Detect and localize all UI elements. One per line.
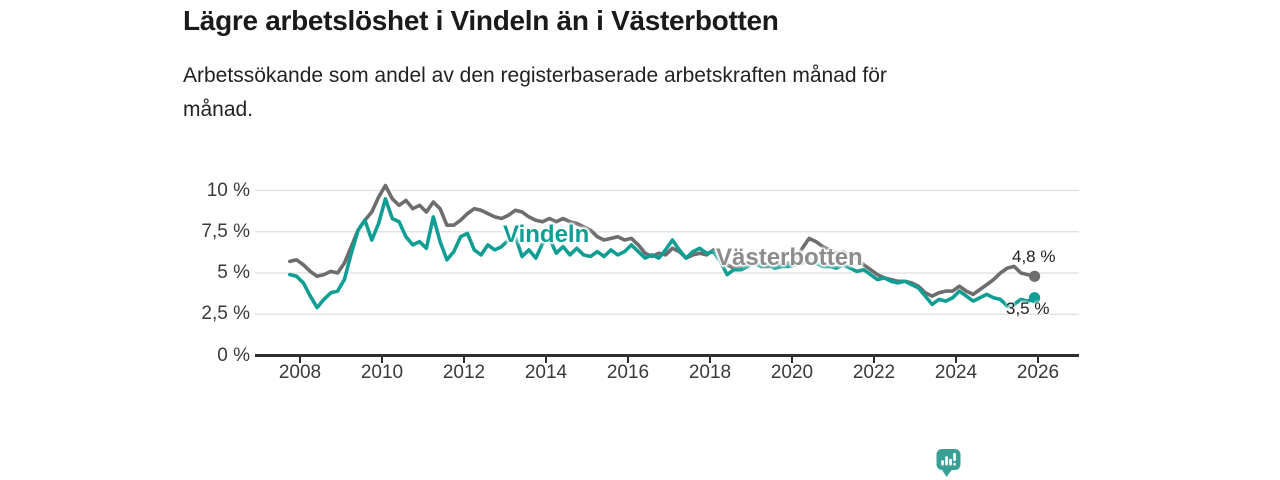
y-tick-label: 0 % bbox=[217, 344, 250, 366]
y-tick-label: 2,5 % bbox=[201, 303, 250, 325]
vindeln-line bbox=[287, 197, 1037, 310]
x-tick-label: 2020 bbox=[770, 362, 814, 383]
västerbotten-line bbox=[287, 183, 1037, 298]
subtitle-line-1: Arbetssökande som andel av den registerb… bbox=[183, 64, 887, 87]
x-tick-label: 2018 bbox=[688, 362, 732, 383]
newsworthy-pin-icon bbox=[936, 449, 961, 477]
x-tick-label: 2022 bbox=[852, 362, 896, 383]
x-tick-label: 2008 bbox=[278, 362, 322, 383]
chart-subtitle: Arbetssökande som andel av den registerb… bbox=[183, 59, 887, 127]
end-value-vasterbotten: 4,8 % bbox=[1012, 247, 1056, 266]
x-tick-label: 2010 bbox=[360, 362, 404, 383]
subtitle-line-2: månad. bbox=[183, 98, 254, 121]
series-label-vindeln: Vindeln bbox=[503, 221, 590, 248]
y-tick-label: 7,5 % bbox=[201, 220, 250, 242]
vindeln-end-dot bbox=[1028, 292, 1041, 304]
end-value-vindeln: 3,5 % bbox=[1006, 299, 1050, 318]
series-label-vasterbotten: Västerbotten bbox=[716, 244, 863, 271]
x-tick-label: 2024 bbox=[934, 362, 978, 383]
västerbotten-end-dot bbox=[1028, 270, 1041, 282]
x-tick-label: 2012 bbox=[442, 362, 486, 383]
x-tick-label: 2016 bbox=[606, 362, 650, 383]
x-tick-label: 2014 bbox=[524, 362, 568, 383]
y-tick-label: 10 % bbox=[206, 179, 250, 201]
x-tick-label: 2026 bbox=[1016, 362, 1060, 383]
page-title: Lägre arbetslöshet i Vindeln än i Väster… bbox=[183, 5, 779, 36]
y-tick-label: 5 % bbox=[217, 262, 250, 283]
